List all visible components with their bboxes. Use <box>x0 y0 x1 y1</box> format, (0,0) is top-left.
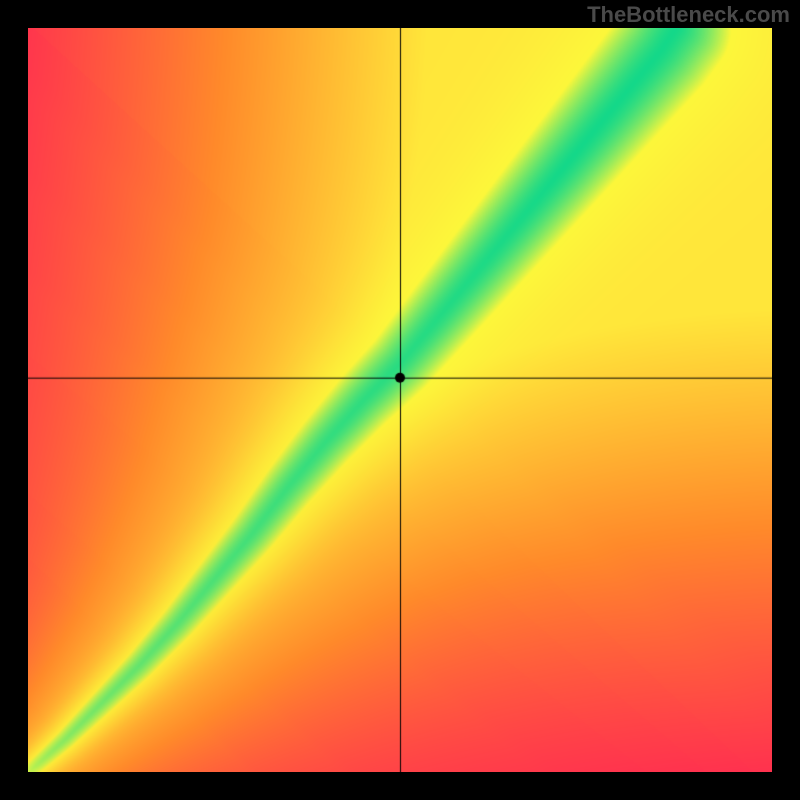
watermark-text: TheBottleneck.com <box>587 2 790 28</box>
bottleneck-heatmap <box>28 28 772 772</box>
chart-container: TheBottleneck.com <box>0 0 800 800</box>
